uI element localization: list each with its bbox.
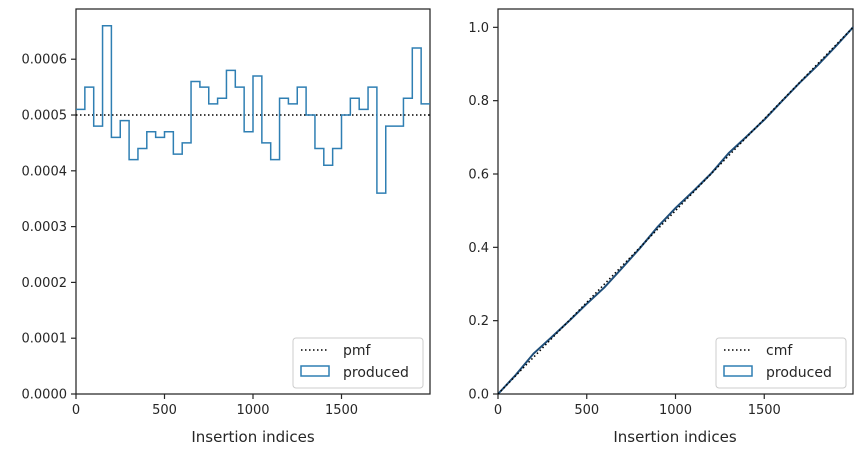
y-tick-label-left-2: 0.0002 [22,276,68,291]
x-tick-label-left-0: 0 [72,403,80,418]
x-tick-label-right-2: 1000 [659,403,692,418]
pmf-histogram-panel: 0 500 1000 1500 0.0000 0.0001 0.0002 0.0003 0.00… [22,8,431,446]
legend-cmf-label: cmf [766,343,793,359]
y-tick-label-left-0: 0.0000 [22,388,68,403]
y-tick-label-left-6: 0.0006 [22,53,68,68]
plot-frame-left [75,8,431,395]
cmf-reference-line [497,26,854,395]
y-tick-label-left-5: 0.0005 [22,109,68,124]
y-tick-label-right-0: 0.0 [468,388,489,403]
x-tick-label-right-1: 500 [574,403,599,418]
x-axis-label-right: Insertion indices [613,428,736,446]
legend-left: pmf produced [292,337,424,389]
produced-histogram-step [76,24,430,194]
legend-pmf-label: pmf [343,343,372,359]
legend-produced-swatch [300,365,330,377]
legend-produced-swatch-right [723,365,753,377]
y-tick-label-right-2: 0.4 [468,241,489,256]
x-tick-label-left-2: 1000 [236,403,269,418]
x-tick-label-right-0: 0 [494,403,502,418]
y-tick-label-right-4: 0.8 [468,94,489,109]
legend-produced-label-right: produced [766,365,832,381]
x-tick-label-right-3: 1500 [748,403,781,418]
left-ticks: 0 500 1000 1500 0.0000 0.0001 0.0002 0.0003 0.00… [22,53,359,418]
y-tick-label-left-4: 0.0004 [22,164,68,179]
legend-produced-label: produced [343,365,409,381]
legend-right: cmf produced [715,337,847,389]
right-ticks: 0 500 1000 1500 0.0 0.2 0.4 0.6 0.8 1.0 [468,21,780,418]
y-tick-label-right-1: 0.2 [468,314,489,329]
cmf-panel: 0 500 1000 1500 0.0 0.2 0.4 0.6 0.8 1.0 Insertion… [468,8,854,446]
y-tick-label-right-3: 0.6 [468,168,489,183]
plot-frame-right [497,8,854,395]
y-tick-label-right-5: 1.0 [468,21,489,36]
x-tick-label-left-1: 500 [152,403,177,418]
x-tick-label-left-3: 1500 [325,403,358,418]
y-tick-label-left-3: 0.0003 [22,220,68,235]
x-axis-label-left: Insertion indices [191,428,314,446]
y-tick-label-left-1: 0.0001 [22,332,68,347]
